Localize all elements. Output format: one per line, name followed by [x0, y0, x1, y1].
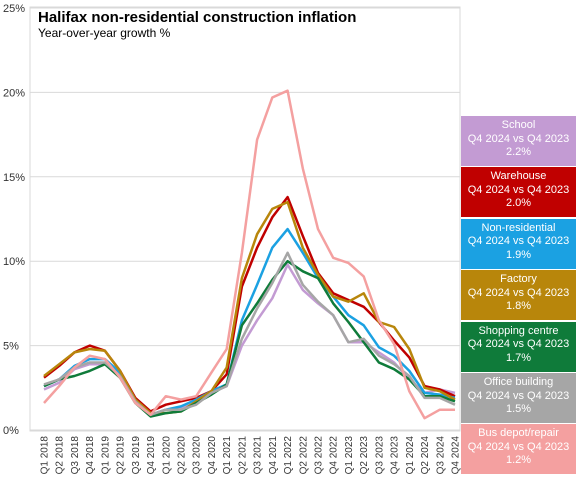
- gridlines: [30, 7, 460, 431]
- x-tick-label: Q4 2018: [85, 436, 96, 475]
- legend-line1-shopping-centre: Shopping centre: [478, 324, 559, 337]
- x-tick-label: Q1 2021: [222, 436, 233, 475]
- legend-item-warehouse: Warehouse Q4 2024 vs Q4 2023 2.0%: [461, 167, 576, 218]
- x-tick-label: Q2 2024: [420, 436, 431, 475]
- legend-item-school: School Q4 2024 vs Q4 2023 2.2%: [461, 116, 576, 166]
- x-axis-tick-labels: Q1 2018 Q2 2018 Q3 2018 Q4 2018 Q1 2019 Q2 20…: [40, 436, 462, 475]
- legend-line3-bus-depot-repair: 1.2%: [505, 454, 532, 467]
- legend-line3-warehouse: 2.0%: [505, 197, 532, 210]
- x-tick-label: Q2 2019: [116, 436, 127, 475]
- x-tick-label: Q3 2022: [314, 436, 325, 475]
- legend-line1-school: School: [501, 119, 536, 131]
- legend-line2-shopping-centre: Q4 2024 vs Q4 2023: [467, 338, 570, 351]
- y-tick-label: 0%: [3, 425, 19, 437]
- x-tick-label: Q4 2024: [451, 436, 462, 475]
- legend-line2-non-residential: Q4 2024 vs Q4 2023: [467, 235, 570, 248]
- x-tick-label: Q4 2019: [146, 436, 157, 475]
- legend-line3-office-building: 1.5%: [505, 403, 532, 415]
- legend-line2-school: Q4 2024 vs Q4 2023: [467, 132, 570, 145]
- x-tick-label: Q4 2021: [268, 436, 279, 475]
- y-tick-label: 15%: [3, 172, 25, 184]
- y-tick-label: 25%: [3, 3, 25, 15]
- x-tick-label: Q2 2021: [237, 436, 248, 475]
- legend-line2-warehouse: Q4 2024 vs Q4 2023: [467, 183, 570, 196]
- x-tick-label: Q2 2023: [359, 436, 370, 475]
- x-tick-label: Q3 2020: [192, 436, 203, 475]
- series-lines: [43, 89, 456, 420]
- x-tick-label: Q2 2018: [55, 436, 66, 475]
- legend-line1-office-building: Office building: [483, 376, 554, 388]
- y-tick-label: 20%: [3, 87, 25, 99]
- legend-line1-bus-depot-repair: Bus depot/repair: [478, 427, 559, 440]
- x-tick-label: Q4 2022: [329, 436, 340, 475]
- legend-line2-factory: Q4 2024 vs Q4 2023: [467, 286, 570, 299]
- legend-item-factory: Factory Q4 2024 vs Q4 2023 1.8%: [461, 270, 576, 321]
- legend-line1-warehouse: Warehouse: [490, 170, 547, 183]
- x-tick-label: Q1 2020: [161, 436, 172, 475]
- legend-item-bus-depot-repair: Bus depot/repair Q4 2024 vs Q4 2023 1.2%: [461, 424, 576, 475]
- x-tick-label: Q3 2019: [131, 436, 142, 475]
- series-line-shopping-centre: [43, 259, 456, 418]
- plot-area: [29, 6, 461, 432]
- x-tick-label: Q1 2018: [40, 436, 51, 475]
- x-tick-label: Q1 2022: [283, 436, 294, 475]
- y-tick-label: 10%: [3, 256, 25, 268]
- series-line-bus-depot-repair: [43, 89, 455, 420]
- legend-line1-factory: Factory: [500, 273, 537, 286]
- x-tick-label: Q3 2023: [374, 436, 385, 475]
- x-tick-label: Q2 2022: [298, 436, 309, 475]
- x-tick-label: Q1 2019: [100, 436, 111, 475]
- x-tick-label: Q2 2020: [177, 436, 188, 475]
- chart-title: Halifax non-residential construction inf…: [38, 9, 356, 26]
- legend-item-shopping-centre: Shopping centre Q4 2024 vs Q4 2023 1.7%: [461, 321, 576, 372]
- chart-subtitle: Year-over-year growth %: [38, 26, 171, 40]
- x-tick-label: Q3 2024: [435, 436, 446, 475]
- series-line-non-residential: [43, 227, 456, 417]
- legend-line3-non-residential: 1.9%: [505, 248, 532, 261]
- x-tick-label: Q3 2018: [70, 436, 81, 475]
- x-tick-label: Q4 2023: [390, 436, 401, 475]
- legend-line2-bus-depot-repair: Q4 2024 vs Q4 2023: [467, 440, 570, 453]
- y-tick-label: 5%: [3, 341, 19, 353]
- x-tick-label: Q3 2021: [253, 436, 264, 475]
- legend-item-office-building: Office building Q4 2024 vs Q4 2023 1.5%: [461, 373, 576, 423]
- series-line-factory: [43, 200, 456, 415]
- legend-line3-shopping-centre: 1.7%: [505, 351, 532, 364]
- x-tick-label: Q4 2020: [207, 436, 218, 475]
- legend-line3-factory: 1.8%: [505, 300, 532, 313]
- legend-line2-office-building: Q4 2024 vs Q4 2023: [467, 389, 570, 402]
- legend-line1-non-residential: Non-residential: [481, 221, 556, 234]
- legend-item-non-residential: Non-residential Q4 2024 vs Q4 2023 1.9%: [461, 218, 576, 269]
- y-axis-tick-labels: 0% 5% 10% 15% 20% 25%: [3, 3, 25, 437]
- legend-line3-school: 2.2%: [505, 146, 532, 158]
- x-tick-label: Q1 2023: [344, 436, 355, 475]
- x-tick-label: Q1 2024: [405, 436, 416, 475]
